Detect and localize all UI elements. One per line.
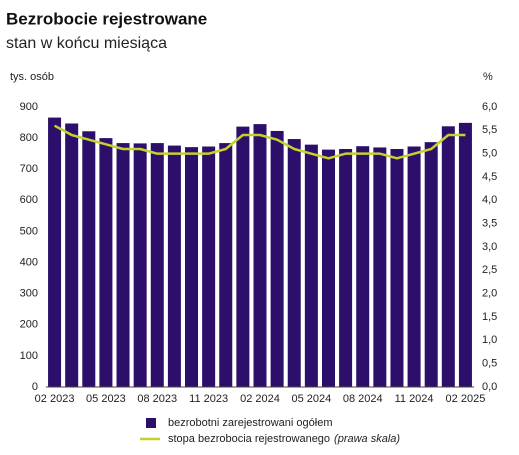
y-tick-label: 700: [20, 163, 38, 175]
x-tick-label: 08 2023: [137, 393, 177, 405]
y-tick-label: 500: [20, 225, 38, 237]
y2-tick-label: 4,5: [482, 171, 497, 183]
bar: [441, 126, 455, 388]
bar: [253, 124, 267, 387]
bar: [287, 139, 301, 387]
y2-tick-label: 0,5: [482, 358, 497, 370]
y2-tick-label: 2,5: [482, 264, 497, 276]
bar: [150, 143, 164, 387]
y2-tick-label: 6,0: [482, 101, 497, 113]
y-tick-label: 900: [20, 101, 38, 113]
y-tick-label: 600: [20, 194, 38, 206]
bar: [304, 144, 318, 387]
line: [53, 124, 466, 160]
y2-tick-label: 3,5: [482, 218, 497, 230]
x-tick-label: 11 2023: [189, 393, 228, 405]
y-tick-label: 0: [32, 381, 38, 393]
x-tick-label: 08 2024: [343, 393, 383, 405]
x-tick-label: 02 2023: [35, 393, 75, 405]
y2-axis-label: %: [483, 71, 493, 83]
y-tick-label: 200: [20, 319, 38, 331]
bar: [167, 145, 181, 387]
legend-name: bezrobotni zarejestrowani ogółem: [168, 417, 332, 429]
bar: [373, 147, 387, 387]
y2-tick-label: 5,5: [482, 124, 497, 136]
x-tick-label: 11 2024: [395, 393, 434, 405]
chart-title: Bezrobocie rejestrowane: [6, 9, 207, 28]
legend-note: (prawa skala): [334, 433, 400, 445]
x-tick-label: 02 2025: [446, 393, 486, 405]
y-tick-label: 300: [20, 288, 38, 300]
bar: [236, 126, 250, 387]
y2-tick-label: 5,0: [482, 148, 497, 160]
x-tick-label: 05 2023: [86, 393, 126, 405]
bar: [48, 117, 62, 388]
bar: [270, 130, 284, 387]
bar: [356, 146, 370, 387]
y-tick-label: 100: [20, 350, 38, 362]
bar: [219, 143, 233, 387]
bar: [99, 138, 113, 387]
bar: [390, 149, 404, 387]
y-tick-label: 800: [20, 132, 38, 144]
bar: [185, 147, 199, 387]
chart-subtitle: stan w końcu miesiąca: [6, 35, 167, 52]
bar: [202, 146, 216, 387]
x-tick-label: 02 2024: [240, 393, 280, 405]
y2-tick-label: 4,0: [482, 194, 497, 206]
y2-tick-label: 3,0: [482, 241, 497, 253]
legend-label: bezrobotni zarejestrowani ogółem: [168, 417, 332, 429]
y-axis-label: tys. osób: [10, 71, 54, 83]
bar: [407, 146, 421, 387]
y2-tick-label: 0,0: [482, 381, 497, 393]
y2-tick-label: 1,0: [482, 334, 497, 346]
legend-swatch: [146, 418, 156, 428]
y-tick-label: 400: [20, 256, 38, 268]
bar: [339, 149, 353, 387]
y2-tick-label: 1,5: [482, 311, 497, 323]
bar: [65, 123, 79, 387]
x-tick-label: 05 2024: [291, 393, 331, 405]
bar: [116, 143, 130, 387]
bar: [82, 131, 96, 387]
legend-label: stopa bezrobocia rejestrowanego (prawa sk…: [168, 433, 400, 445]
y2-tick-label: 2,0: [482, 288, 497, 300]
legend-name: stopa bezrobocia rejestrowanego: [168, 433, 330, 445]
bar: [424, 142, 438, 387]
bar: [458, 122, 472, 387]
bar: [133, 143, 147, 387]
bar: [321, 149, 335, 387]
